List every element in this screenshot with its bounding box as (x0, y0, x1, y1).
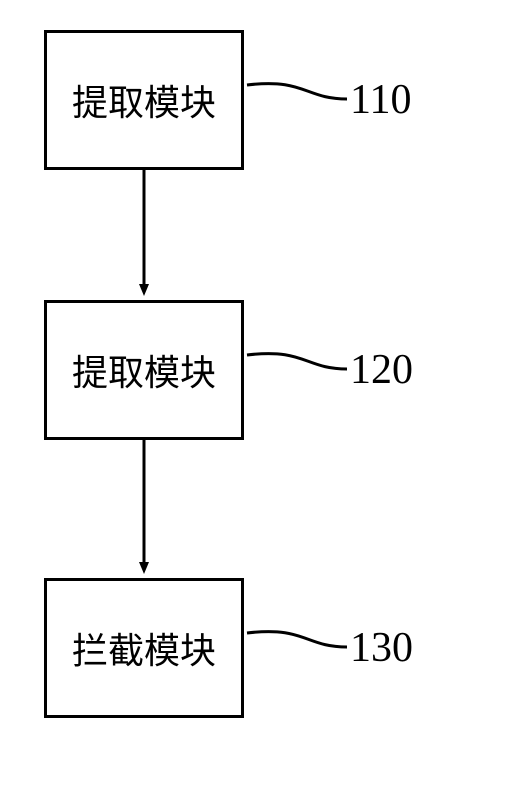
flow-node-n1: 提取模块 (44, 30, 244, 170)
flow-node-label: 拦截模块 (72, 622, 216, 674)
flow-node-label: 提取模块 (72, 344, 216, 396)
flow-node-n2: 提取模块 (44, 300, 244, 440)
flow-node-number: 130 (350, 624, 413, 672)
label-connector (247, 632, 347, 647)
label-connector (247, 354, 347, 369)
flow-node-number: 110 (350, 76, 411, 124)
flow-node-n3: 拦截模块 (44, 578, 244, 718)
diagram-canvas: 提取模块 110 提取模块 120 拦截模块 130 (0, 0, 505, 811)
label-connector (247, 84, 347, 99)
flow-node-number: 120 (350, 346, 413, 394)
flow-node-label: 提取模块 (72, 74, 216, 126)
